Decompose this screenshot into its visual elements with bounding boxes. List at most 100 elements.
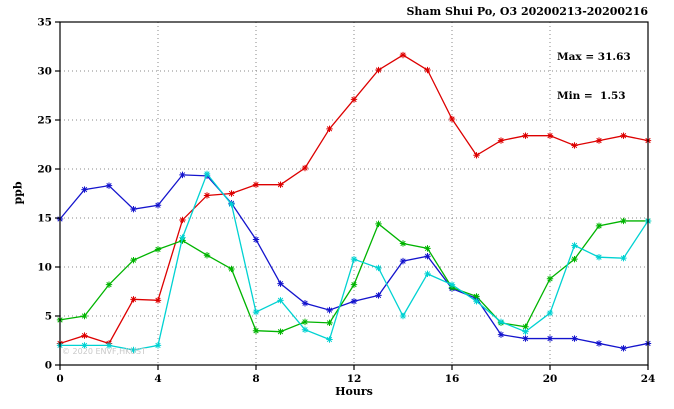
series-cyan-marker	[203, 170, 211, 178]
series-red-marker	[620, 132, 627, 139]
series-green-marker	[424, 245, 431, 252]
x-tick-label: 16	[445, 373, 460, 385]
x-tick-label: 8	[252, 373, 259, 385]
series-blue-marker	[375, 292, 382, 299]
x-axis-label: Hours	[335, 385, 373, 398]
series-blue-marker	[277, 280, 284, 287]
series-red-marker	[375, 66, 382, 74]
x-tick-label: 12	[347, 373, 362, 385]
series-cyan-marker	[105, 342, 113, 349]
series-red-marker	[497, 137, 505, 144]
y-tick-label: 20	[37, 164, 52, 176]
series-cyan-marker	[350, 255, 358, 263]
series-red-marker	[350, 96, 358, 103]
series-red-marker	[130, 296, 137, 303]
series-green-marker	[571, 255, 578, 263]
series-blue-marker	[252, 236, 260, 243]
series-cyan-marker	[399, 312, 407, 320]
series-green-marker	[228, 265, 235, 273]
y-tick-label: 30	[37, 66, 52, 78]
series-green-marker	[81, 312, 88, 320]
x-tick-label: 4	[154, 373, 161, 385]
series-red-marker	[424, 66, 431, 74]
series-blue-marker	[105, 182, 113, 189]
series-cyan-marker	[522, 328, 529, 335]
y-tick-label: 25	[37, 115, 52, 127]
y-tick-label: 15	[37, 213, 52, 225]
series-cyan-marker	[154, 342, 162, 349]
series-blue-marker	[424, 253, 431, 260]
series-green-marker	[546, 275, 554, 282]
series-cyan-marker	[228, 201, 235, 208]
series-green-marker	[522, 323, 529, 330]
series-cyan-marker	[497, 318, 505, 326]
series-green-marker	[399, 240, 407, 247]
series-green-marker	[203, 252, 211, 259]
y-tick-label: 5	[45, 311, 52, 323]
series-red-marker	[326, 125, 333, 133]
series-cyan-marker	[448, 281, 456, 288]
series-red-marker	[522, 132, 529, 139]
series-green-line	[59, 220, 648, 333]
series-green-marker	[105, 281, 113, 288]
series-green-marker	[326, 319, 333, 327]
series-cyan-marker	[571, 242, 578, 249]
series-cyan-marker	[595, 254, 603, 261]
series-cyan-marker	[326, 336, 333, 343]
min-value-label: Min = 1.53	[557, 90, 626, 102]
series-cyan-marker	[301, 326, 309, 333]
series-red-marker	[301, 164, 309, 172]
series-red-marker	[399, 51, 407, 59]
series-red-marker	[154, 297, 162, 304]
stats-annotation: Max = 31.63 Min = 1.53	[557, 25, 631, 129]
series-green-marker	[620, 217, 627, 225]
y-tick-label: 0	[45, 360, 52, 372]
series-cyan-marker	[252, 308, 260, 316]
series-green-marker	[350, 281, 358, 288]
series-cyan-marker	[424, 270, 431, 278]
x-tick-label: 24	[641, 373, 656, 385]
chart-title: Sham Shui Po, O3 20200213-20200216	[406, 5, 648, 18]
series-cyan-marker	[375, 264, 382, 272]
series-green-marker	[301, 318, 309, 326]
series-blue-marker	[154, 202, 162, 209]
y-tick-label: 35	[37, 17, 52, 29]
max-value-label: Max = 31.63	[557, 51, 631, 63]
series-red-marker	[203, 192, 211, 199]
series-green-marker	[277, 328, 284, 335]
series-blue-marker	[571, 335, 578, 342]
series-blue-marker	[130, 205, 137, 213]
series-green-marker	[375, 220, 382, 228]
series-blue-marker	[546, 335, 554, 342]
series-red-marker	[228, 190, 235, 197]
series-cyan-marker	[546, 309, 554, 317]
series-green-marker	[473, 293, 480, 300]
y-axis-label: ppb	[11, 181, 25, 205]
series-blue-marker	[179, 171, 186, 179]
watermark: © 2020 ENVF,HKUST	[62, 347, 146, 356]
series-cyan-marker	[473, 298, 480, 305]
series-green-marker	[154, 246, 162, 253]
x-tick-label: 20	[543, 373, 558, 385]
series-blue-marker	[326, 306, 333, 314]
series-blue-marker	[522, 335, 529, 342]
y-tick-label: 10	[37, 262, 52, 274]
x-tick-label: 0	[56, 373, 63, 385]
series-blue-marker	[595, 340, 603, 347]
series-green-marker	[130, 256, 137, 264]
series-red-marker	[546, 132, 554, 139]
series-green-marker	[252, 327, 260, 334]
series-green-marker	[595, 222, 603, 230]
series-cyan-marker	[130, 346, 137, 354]
series-cyan-marker	[179, 234, 186, 241]
series-blue-marker	[350, 298, 358, 305]
series-red-marker	[595, 137, 603, 144]
series-blue-marker	[81, 186, 88, 193]
series-blue-marker	[301, 300, 309, 307]
series-red-marker	[81, 332, 88, 339]
series-red-marker	[448, 115, 456, 123]
series-cyan-marker	[81, 342, 88, 349]
series-red-marker	[179, 216, 186, 224]
series-cyan-marker	[277, 297, 284, 304]
